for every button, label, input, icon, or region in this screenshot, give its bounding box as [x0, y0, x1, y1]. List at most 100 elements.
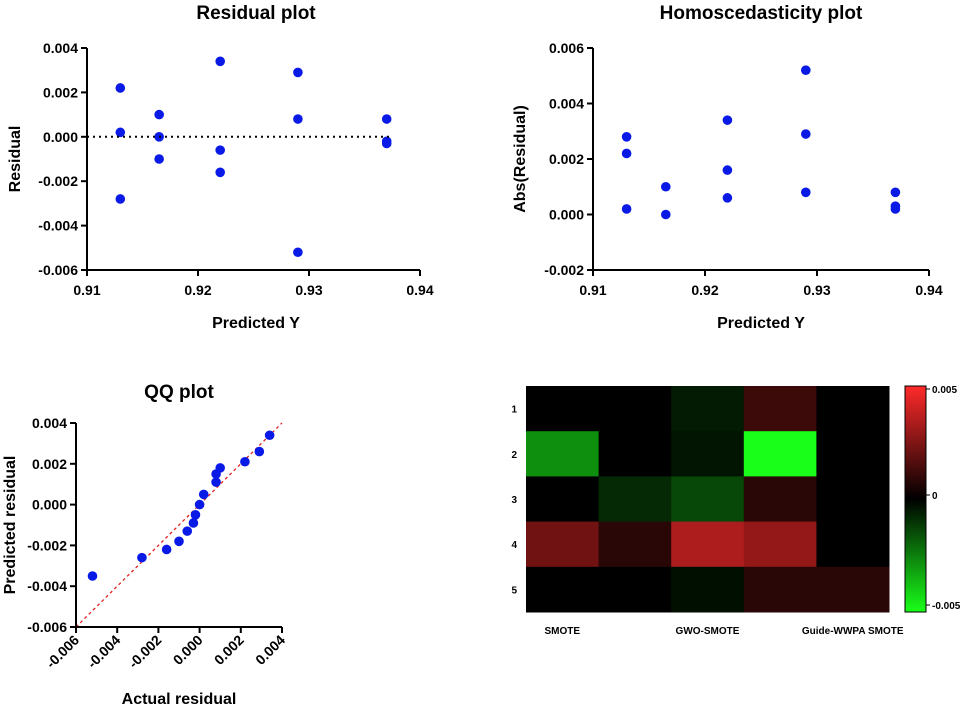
heatmap-cell [671, 476, 745, 523]
heatmap-cell [526, 566, 600, 613]
ytick-label: 0.002 [32, 456, 67, 472]
heatmap-cell [526, 386, 600, 432]
data-point [215, 463, 225, 473]
xtick-label: 0.91 [73, 282, 100, 298]
residual-plot-ticks: -0.006 -0.004 -0.002 0.000 0.002 0.004 0.91 0.9… [38, 40, 434, 298]
homoscedasticity-plot-panel: Homoscedasticity plot -0.002 0.000 0.002 0.… [512, 3, 943, 332]
data-point [87, 571, 98, 581]
ytick-label: 0.002 [549, 151, 584, 167]
data-point [621, 132, 632, 142]
data-point [161, 544, 172, 555]
data-point [211, 477, 221, 487]
data-point [890, 204, 901, 214]
heatmap-cell [816, 431, 890, 477]
heatmap-row-label: 3 [511, 495, 517, 506]
heatmap-cell [671, 386, 745, 432]
data-point [801, 187, 811, 198]
ytick-label: -0.002 [27, 537, 67, 553]
data-point [661, 209, 671, 220]
heatmap-cell [743, 431, 817, 477]
heatmap-cell [816, 566, 890, 613]
colorbar-tick-label: 0.005 [932, 385, 957, 396]
xtick-label: 0.94 [406, 282, 433, 298]
heatmap-cell [598, 431, 672, 477]
heatmap-row-label: 1 [511, 405, 517, 416]
heatmap-cell [671, 521, 745, 568]
data-point [215, 145, 225, 155]
xtick-label: -0.004 [84, 632, 124, 672]
data-point [154, 154, 164, 164]
data-point [188, 518, 199, 528]
qq-plot-panel: QQ plot -0.006-0.004-0.0020.0000.0020.00… [2, 382, 288, 708]
heatmap-colorbar-ticks: 0.005 0 -0.005 [926, 385, 961, 612]
heatmap-cell [743, 386, 817, 432]
residual-plot-axes [86, 48, 420, 271]
heatmap-labels: 1 2 3 4 5 SMOTE GWO-SMOTE Guide-WWPA SMOTE [511, 405, 903, 637]
heatmap-cell [816, 521, 890, 568]
heatmap-cell [816, 476, 890, 523]
data-point [198, 489, 209, 500]
ytick-label: -0.006 [27, 619, 67, 635]
homoscedasticity-plot-ylabel: Abs(Residual) [512, 105, 529, 213]
heatmap-row-label: 2 [511, 450, 517, 461]
data-point [722, 115, 733, 125]
heatmap-cell [526, 476, 600, 523]
heatmap-row-label: 5 [511, 585, 517, 596]
data-point [115, 83, 126, 93]
heatmap-cell [816, 386, 890, 432]
data-point [240, 456, 250, 467]
ytick-label: 0.000 [43, 129, 78, 145]
ytick-label: 0.000 [549, 207, 584, 223]
data-point [621, 204, 632, 214]
heatmap-cell [526, 521, 600, 568]
data-point [722, 193, 733, 203]
xtick-label: 0.002 [211, 632, 247, 668]
data-point [190, 510, 201, 520]
ytick-label: -0.004 [38, 218, 78, 234]
heatmap-colorbar [904, 385, 927, 613]
data-point [215, 56, 225, 67]
heatmap-cell [743, 476, 817, 523]
data-point [293, 114, 303, 124]
ytick-label: 0.006 [549, 40, 584, 56]
data-point [381, 114, 392, 124]
data-point [174, 536, 184, 547]
residual-plot-ylabel: Residual [7, 126, 24, 193]
heatmap-cell [598, 566, 672, 613]
ytick-label: 0.000 [32, 497, 67, 513]
data-point [381, 138, 392, 149]
ytick-label: 0.002 [43, 84, 78, 100]
heatmap-cell [598, 476, 672, 523]
data-point [293, 67, 303, 78]
residual-plot-points [115, 56, 392, 258]
heatmap-column-label: GWO-SMOTE [676, 626, 740, 637]
data-point [154, 109, 164, 120]
xtick-label: 0.92 [691, 282, 718, 298]
data-point [621, 148, 632, 159]
data-point [722, 165, 733, 175]
colorbar-tick-label: -0.005 [932, 601, 961, 612]
xtick-label: 0.93 [295, 282, 322, 298]
data-point [137, 552, 147, 563]
data-point [115, 194, 126, 204]
heatmap-cell [598, 386, 672, 432]
data-point [115, 127, 126, 138]
xtick-label: -0.002 [125, 632, 165, 672]
data-point [293, 247, 303, 258]
xtick-label: 0.000 [170, 632, 206, 668]
heatmap-cells [526, 386, 890, 613]
qq-plot-points [87, 430, 275, 581]
xtick-label: 0.93 [803, 282, 830, 298]
ytick-label: -0.002 [544, 262, 584, 278]
qq-reference-line [75, 422, 283, 628]
data-point [215, 167, 225, 178]
heatmap-cell [671, 431, 745, 477]
data-point [890, 187, 901, 198]
heatmap-column-label: Guide-WWPA SMOTE [802, 626, 904, 637]
heatmap-cell [671, 566, 745, 613]
ytick-label: 0.004 [43, 40, 78, 56]
heatmap-cell [743, 566, 817, 613]
data-point [194, 499, 205, 510]
residual-plot-panel: Residual plot -0.006 -0.004 -0.002 0.000 0.0… [7, 3, 434, 332]
